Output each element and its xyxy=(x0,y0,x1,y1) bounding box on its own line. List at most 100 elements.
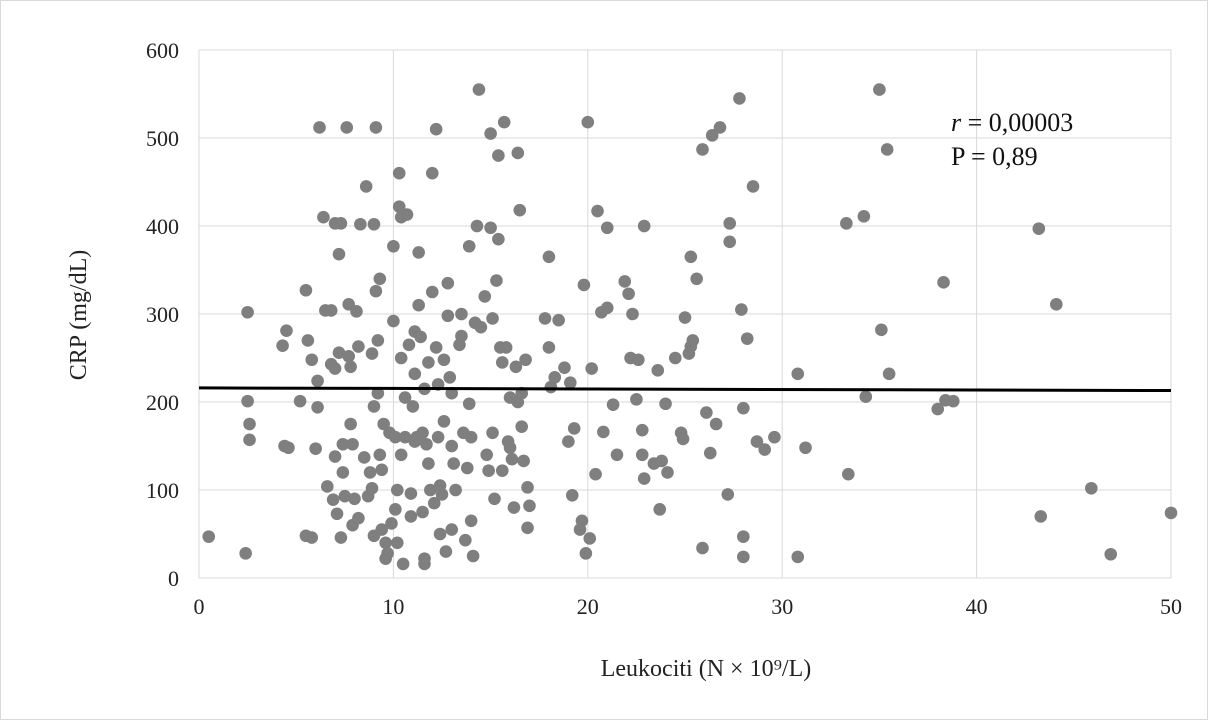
data-point xyxy=(564,376,577,389)
data-point xyxy=(390,536,404,550)
data-point xyxy=(352,511,365,525)
data-point xyxy=(737,530,750,543)
data-point xyxy=(606,398,620,411)
data-point xyxy=(338,489,352,503)
data-point xyxy=(299,283,313,297)
data-point xyxy=(418,552,431,565)
data-point xyxy=(424,483,437,497)
data-point xyxy=(495,356,509,369)
data-point xyxy=(311,400,324,414)
data-point xyxy=(340,121,354,134)
data-point xyxy=(653,503,667,516)
data-point xyxy=(301,334,315,347)
data-point xyxy=(552,313,565,327)
data-point xyxy=(392,166,406,180)
data-point xyxy=(589,467,602,481)
data-point xyxy=(332,247,346,261)
data-point xyxy=(241,305,254,319)
data-point xyxy=(1034,510,1048,523)
data-point xyxy=(637,472,651,485)
data-point xyxy=(330,507,344,521)
data-point xyxy=(542,250,556,264)
data-point xyxy=(521,521,534,535)
data-point xyxy=(336,466,350,479)
data-point xyxy=(882,367,896,381)
data-point xyxy=(484,127,497,140)
r-symbol: r xyxy=(951,108,962,137)
data-point xyxy=(696,143,709,156)
data-point xyxy=(350,305,363,318)
data-point xyxy=(202,530,216,543)
data-point xyxy=(723,217,737,230)
data-point xyxy=(509,360,523,374)
data-point xyxy=(369,121,383,134)
data-point xyxy=(422,356,435,369)
data-point xyxy=(412,246,425,259)
data-point xyxy=(328,362,342,375)
data-point xyxy=(713,121,727,134)
data-point xyxy=(519,353,532,367)
data-point xyxy=(241,394,254,408)
data-point xyxy=(404,510,418,523)
data-point xyxy=(387,314,400,328)
data-point xyxy=(517,454,530,468)
data-point xyxy=(389,503,402,516)
data-point xyxy=(425,166,439,180)
data-point xyxy=(326,493,340,506)
data-point xyxy=(437,353,451,367)
data-point xyxy=(342,349,355,363)
data-point xyxy=(441,309,455,323)
data-point xyxy=(600,301,614,315)
y-axis-label: CRP (mg/dL) xyxy=(66,250,92,380)
data-point xyxy=(791,367,805,381)
data-point xyxy=(460,461,474,475)
data-point xyxy=(392,200,406,213)
data-point xyxy=(455,307,468,321)
data-point xyxy=(490,274,503,287)
data-point xyxy=(445,523,459,536)
data-point xyxy=(365,481,379,495)
data-point xyxy=(334,531,348,544)
data-point xyxy=(422,457,435,470)
data-point xyxy=(363,466,377,479)
data-point xyxy=(857,210,871,223)
data-point xyxy=(700,406,713,419)
data-point xyxy=(406,400,420,413)
data-point xyxy=(591,204,604,218)
data-point xyxy=(379,536,392,550)
data-point xyxy=(668,351,682,365)
data-point xyxy=(420,437,433,451)
data-point xyxy=(389,430,402,444)
data-point xyxy=(346,437,359,451)
data-point xyxy=(597,425,610,439)
data-point xyxy=(309,442,322,455)
x-tick-label: 20 xyxy=(577,594,599,619)
data-point xyxy=(690,272,703,286)
data-point xyxy=(841,467,855,481)
data-point xyxy=(622,287,635,301)
data-point xyxy=(1084,481,1098,495)
y-tick-label: 400 xyxy=(146,214,179,239)
data-point xyxy=(577,278,591,292)
data-point xyxy=(375,523,389,536)
data-point xyxy=(799,441,812,455)
data-point xyxy=(280,324,293,338)
data-point xyxy=(462,239,476,253)
data-point xyxy=(505,452,519,466)
y-tick-label: 0 xyxy=(168,566,179,591)
data-point xyxy=(723,235,737,249)
data-point xyxy=(737,401,750,415)
data-point xyxy=(937,276,950,289)
data-point xyxy=(709,417,723,431)
y-tick-label: 300 xyxy=(146,302,179,327)
data-point xyxy=(439,545,453,558)
data-point xyxy=(515,420,529,433)
data-point xyxy=(875,323,888,337)
data-point xyxy=(880,143,894,156)
data-point xyxy=(542,341,556,354)
x-tick-label: 0 xyxy=(194,594,205,619)
data-point xyxy=(282,441,295,455)
data-point xyxy=(721,488,735,501)
data-point xyxy=(367,217,381,231)
